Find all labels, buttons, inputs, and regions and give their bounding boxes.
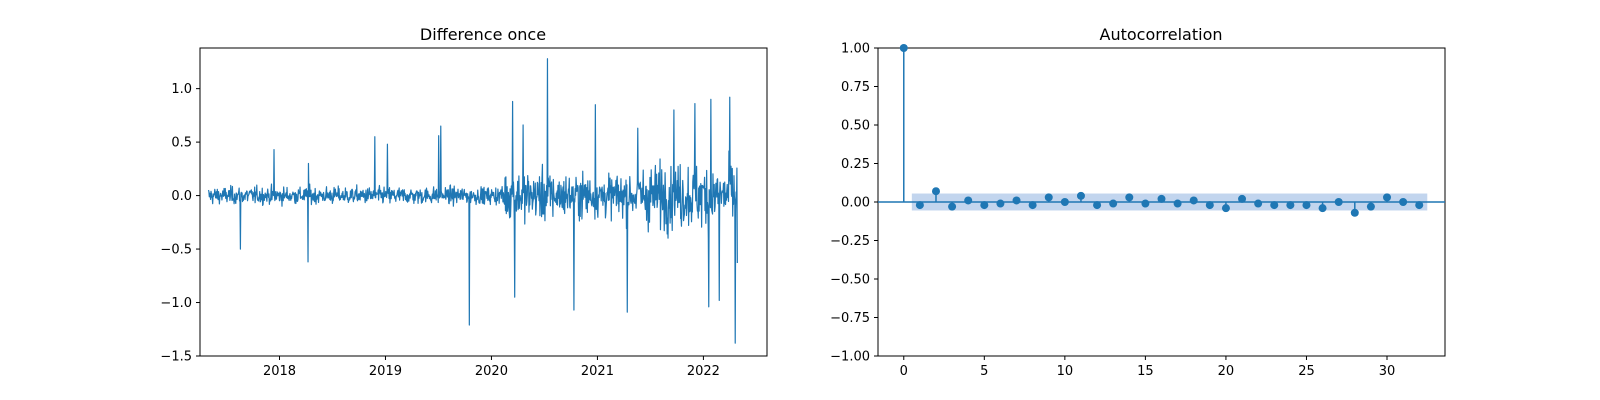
autocorrelation-plot-x-tick-label: 10 bbox=[1057, 364, 1074, 379]
acf-marker bbox=[1238, 195, 1246, 203]
difference-plot-y-tick-label: −0.5 bbox=[160, 243, 192, 258]
difference-plot-x-tick-label: 2019 bbox=[369, 364, 402, 379]
difference-plot-y-tick-label: 0.5 bbox=[171, 136, 192, 151]
difference-plot-x-tick-label: 2018 bbox=[263, 364, 296, 379]
acf-marker bbox=[1415, 201, 1423, 209]
autocorrelation-plot-x-tick-label: 5 bbox=[980, 364, 988, 379]
autocorrelation-plot-title: Autocorrelation bbox=[1100, 25, 1223, 44]
acf-marker bbox=[1335, 198, 1343, 206]
autocorrelation-plot-y-tick-label: −1.00 bbox=[830, 350, 870, 365]
autocorrelation-plot-y-tick-label: −0.75 bbox=[830, 311, 870, 326]
autocorrelation-plot-y-ticks: −1.00 −0.75 −0.50 −0.25 0.00 0.25 0.50 0.75 1.00 bbox=[830, 42, 878, 365]
acf-marker bbox=[1206, 201, 1214, 209]
acf-marker bbox=[996, 200, 1004, 208]
autocorrelation-plot-y-tick-label: 1.00 bbox=[841, 42, 870, 57]
difference-plot-y-tick-label: 0.0 bbox=[171, 189, 192, 204]
acf-marker bbox=[932, 187, 940, 195]
acf-marker bbox=[1222, 204, 1230, 212]
acf-marker bbox=[1029, 201, 1037, 209]
difference-plot: Difference once 2018 2019 2020 2021 2022 −1.… bbox=[160, 25, 767, 379]
autocorrelation-plot-x-tick-label: 25 bbox=[1298, 364, 1315, 379]
autocorrelation-plot-y-tick-label: 0.00 bbox=[841, 196, 870, 211]
acf-marker bbox=[1109, 200, 1117, 208]
acf-marker bbox=[1351, 209, 1359, 217]
acf-marker bbox=[1302, 201, 1310, 209]
acf-marker bbox=[1077, 192, 1085, 200]
acf-marker bbox=[1286, 201, 1294, 209]
difference-plot-y-tick-label: 1.0 bbox=[171, 82, 192, 97]
acf-marker bbox=[1158, 195, 1166, 203]
acf-marker bbox=[1270, 201, 1278, 209]
difference-plot-y-tick-label: −1.5 bbox=[160, 350, 192, 365]
autocorrelation-plot-x-tick-label: 30 bbox=[1379, 364, 1396, 379]
acf-marker bbox=[1045, 193, 1053, 201]
autocorrelation-plot-x-ticks: 0 5 10 15 20 25 30 bbox=[900, 356, 1396, 379]
difference-plot-y-ticks: −1.5 −1.0 −0.5 0.0 0.5 1.0 bbox=[160, 82, 200, 364]
difference-plot-y-tick-label: −1.0 bbox=[160, 296, 192, 311]
difference-plot-title: Difference once bbox=[420, 25, 546, 44]
difference-plot-x-ticks: 2018 2019 2020 2021 2022 bbox=[263, 356, 720, 379]
acf-marker bbox=[1367, 203, 1375, 211]
autocorrelation-plot-y-tick-label: −0.25 bbox=[830, 234, 870, 249]
acf-marker bbox=[1013, 196, 1021, 204]
acf-marker bbox=[1319, 204, 1327, 212]
acf-marker bbox=[964, 196, 972, 204]
difference-plot-x-tick-label: 2022 bbox=[687, 364, 720, 379]
acf-marker bbox=[1254, 200, 1262, 208]
autocorrelation-plot-x-tick-label: 0 bbox=[900, 364, 908, 379]
acf-marker bbox=[1174, 200, 1182, 208]
acf-marker bbox=[1093, 201, 1101, 209]
autocorrelation-plot-x-tick-label: 15 bbox=[1137, 364, 1154, 379]
acf-marker bbox=[916, 201, 924, 209]
acf-marker bbox=[1399, 198, 1407, 206]
autocorrelation-plot-y-tick-label: 0.25 bbox=[841, 157, 870, 172]
autocorrelation-plot: Autocorrelation 0 5 10 15 20 25 30 −1.00−0.75−… bbox=[830, 25, 1445, 379]
acf-marker bbox=[1190, 196, 1198, 204]
acf-marker bbox=[948, 203, 956, 211]
difference-plot-x-tick-label: 2021 bbox=[581, 364, 614, 379]
autocorrelation-plot-y-tick-label: 0.50 bbox=[841, 119, 870, 134]
acf-marker bbox=[980, 201, 988, 209]
autocorrelation-plot-x-tick-label: 20 bbox=[1218, 364, 1235, 379]
autocorrelation-plot-y-tick-label: 0.75 bbox=[841, 80, 870, 95]
acf-marker bbox=[900, 44, 908, 52]
acf-marker bbox=[1383, 193, 1391, 201]
autocorrelation-plot-y-tick-label: −0.50 bbox=[830, 273, 870, 288]
acf-marker bbox=[1061, 198, 1069, 206]
acf-marker bbox=[1141, 200, 1149, 208]
difference-plot-x-tick-label: 2020 bbox=[475, 364, 508, 379]
acf-marker bbox=[1125, 193, 1133, 201]
